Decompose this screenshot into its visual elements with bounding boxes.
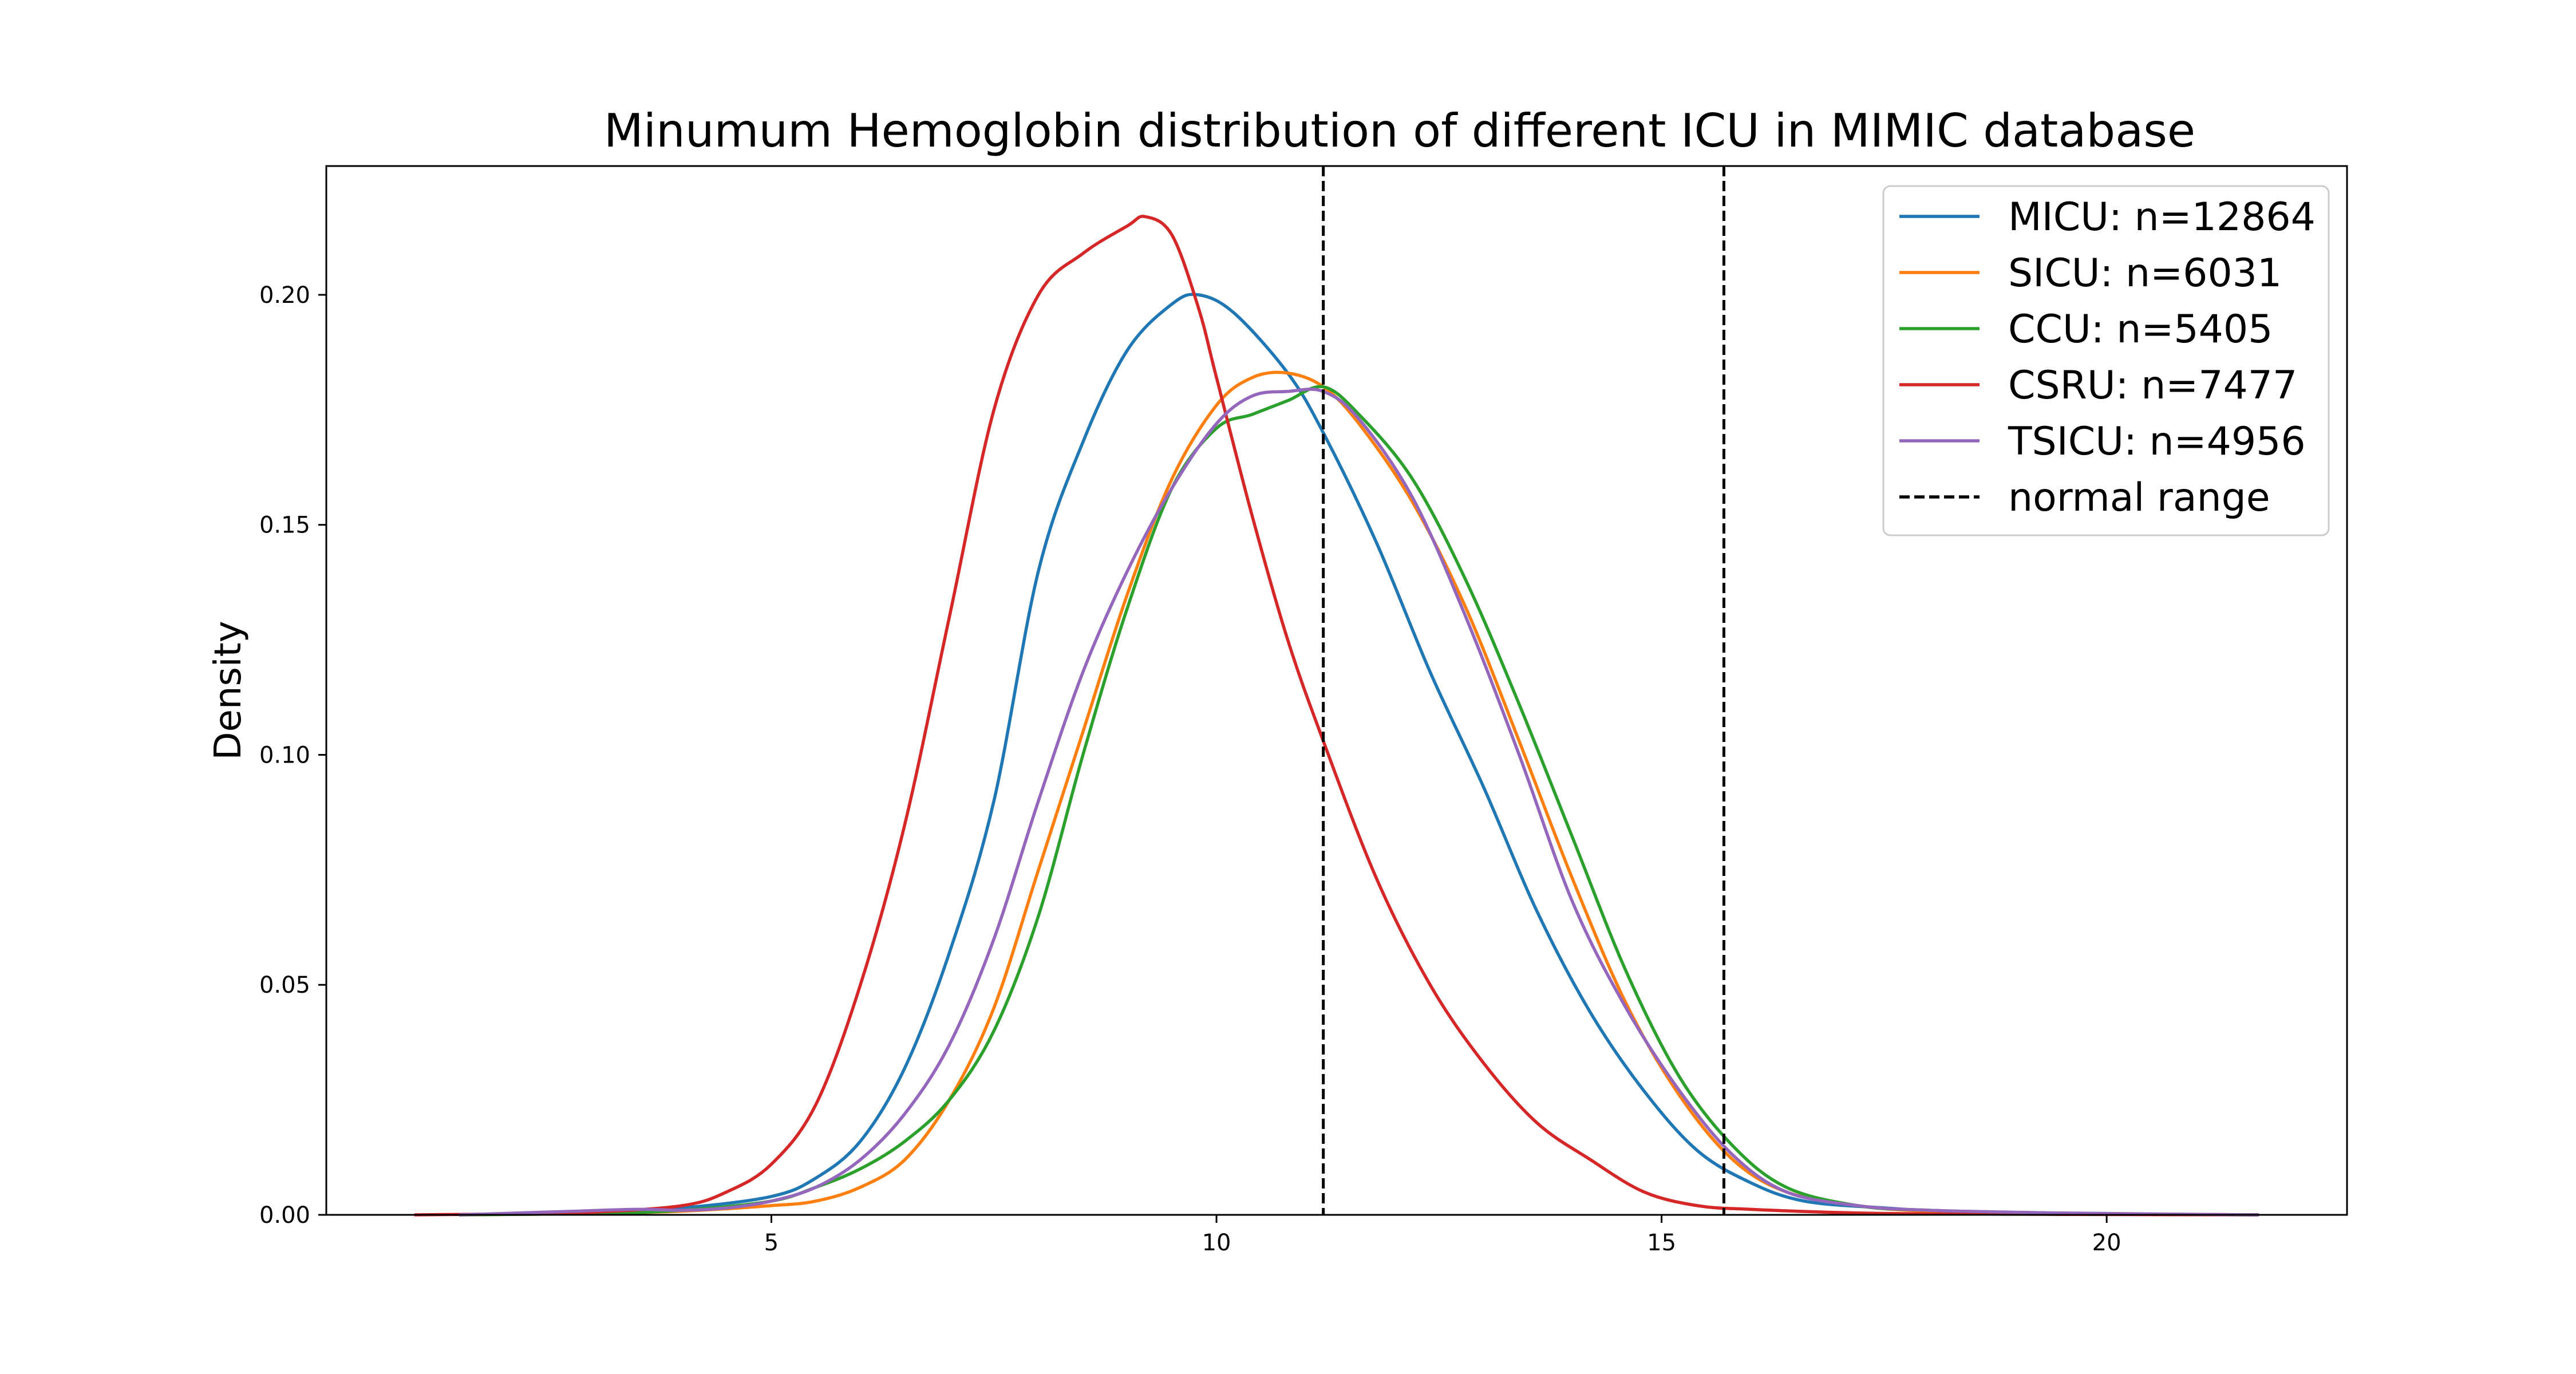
legend-label: MICU: n=12864 [2008, 195, 2316, 240]
y-tick-label: 0.15 [259, 512, 310, 539]
chart-title: Minumum Hemoglobin distribution of diffe… [604, 104, 2195, 157]
y-tick-label: 0.20 [259, 282, 310, 309]
legend-label: normal range [2008, 475, 2270, 520]
x-tick-label: 15 [1647, 1230, 1676, 1256]
x-axis: 5 10 15 20 [764, 1215, 2121, 1256]
y-axis: 0.00 0.05 0.10 0.15 0.20 [259, 282, 326, 1229]
legend-frame [1882, 185, 2330, 536]
x-tick-label: 10 [1202, 1230, 1231, 1256]
plot-area [413, 166, 2260, 1217]
y-axis-label: Density [207, 621, 250, 760]
legend-label: TSICU: n=4956 [2008, 419, 2306, 464]
legend-label: CCU: n=5405 [2008, 307, 2273, 352]
series-line-4 [458, 388, 2260, 1217]
series-line-0 [458, 293, 2260, 1217]
y-tick-label: 0.05 [259, 972, 310, 998]
x-tick-label: 20 [2092, 1230, 2121, 1256]
legend-label: CSRU: n=7477 [2008, 363, 2297, 408]
legend: MICU: n=12864 SICU: n=6031 CCU: n=5405 CSRU… [1882, 185, 2330, 536]
series-line-1 [458, 370, 2260, 1217]
y-tick-label: 0.10 [259, 742, 310, 768]
series-line-2 [458, 385, 2260, 1217]
axes-frame [325, 165, 2348, 1216]
series-line-3 [413, 215, 2260, 1217]
legend-label: SICU: n=6031 [2008, 251, 2282, 296]
y-tick-label: 0.00 [259, 1202, 310, 1229]
x-tick-label: 5 [764, 1230, 779, 1256]
